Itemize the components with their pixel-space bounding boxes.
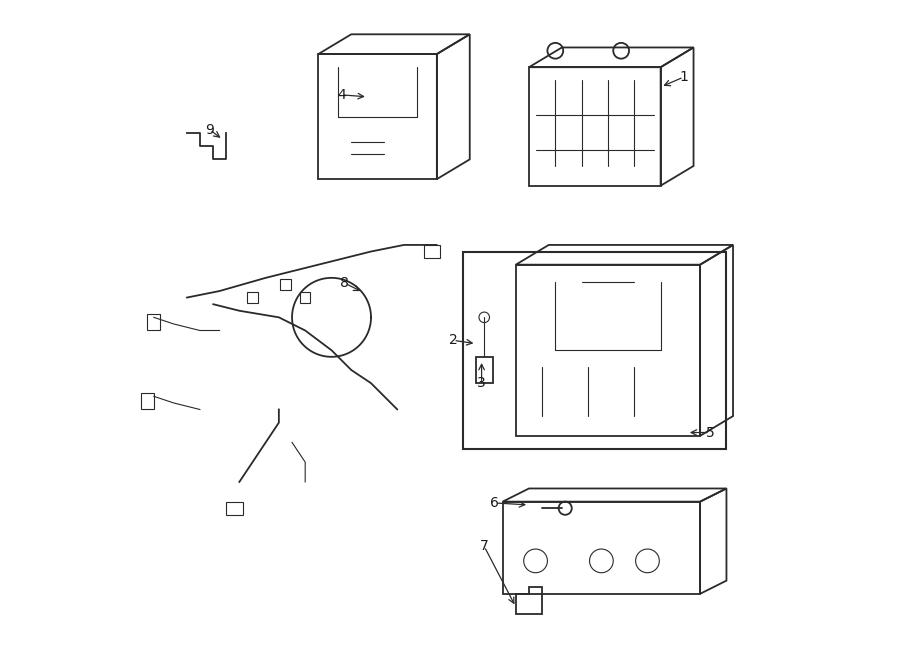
Bar <box>248 292 257 303</box>
Text: 3: 3 <box>477 376 486 390</box>
Text: 8: 8 <box>340 276 349 290</box>
Text: 6: 6 <box>491 496 500 510</box>
Bar <box>226 502 243 515</box>
Bar <box>300 292 310 303</box>
Bar <box>148 314 160 330</box>
Text: 4: 4 <box>337 88 346 102</box>
Text: 1: 1 <box>680 70 688 84</box>
Text: 5: 5 <box>706 426 715 440</box>
Bar <box>280 279 291 290</box>
Bar <box>140 393 154 409</box>
Text: 2: 2 <box>449 333 458 348</box>
Text: 7: 7 <box>480 539 489 553</box>
Text: 9: 9 <box>205 123 214 137</box>
Bar <box>424 245 440 258</box>
Bar <box>476 357 493 383</box>
Bar <box>464 252 726 449</box>
